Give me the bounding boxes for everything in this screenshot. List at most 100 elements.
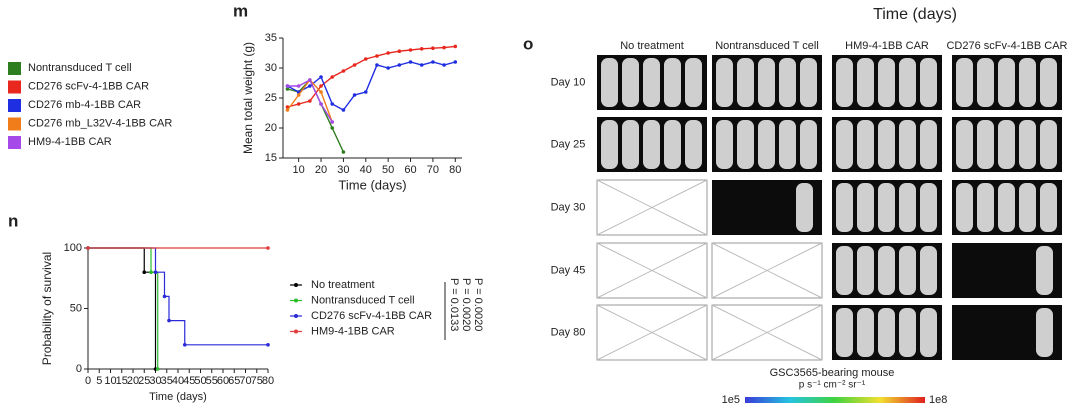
x-tick-label: 40 (360, 164, 372, 176)
mouse (836, 58, 853, 107)
data-point (431, 46, 435, 50)
mouse (899, 58, 916, 107)
x-tick-label: 80 (262, 375, 274, 387)
mouse (857, 183, 874, 232)
x-tick-label: 30 (149, 375, 161, 387)
data-point (442, 63, 446, 67)
x-tick-label: 40 (172, 375, 184, 387)
x-tick-label: 80 (449, 164, 461, 176)
mouse (1019, 183, 1036, 232)
data-point (330, 75, 335, 79)
legend-label: HM9-4-1BB CAR (28, 136, 112, 148)
x-tick-label: 75 (251, 375, 263, 387)
data-point (319, 84, 323, 88)
survival-line (88, 247, 268, 346)
mouse (643, 120, 660, 169)
mouse (878, 120, 895, 169)
mouse (899, 308, 916, 357)
legend-marker (294, 298, 298, 303)
x-tick-label: 45 (183, 375, 195, 387)
data-point (296, 93, 301, 97)
mouse (737, 120, 754, 169)
mouse (920, 120, 937, 169)
event-point (155, 367, 160, 371)
mouse (800, 120, 817, 169)
y-tick-label: 100 (64, 242, 82, 254)
cross (596, 304, 708, 361)
data-point (319, 102, 323, 106)
x-tick-label: 0 (85, 375, 91, 387)
x-tick-label: 20 (315, 164, 327, 176)
data-point (419, 63, 424, 67)
mouse (899, 183, 916, 232)
data-point (341, 108, 346, 112)
y-axis-label: Mean total weight (g) (241, 42, 255, 154)
mouse (664, 58, 681, 107)
data-point (341, 150, 346, 154)
legend-label: CD276 scFv-4-1BB CAR (311, 310, 432, 322)
mouse (998, 183, 1015, 232)
data-point (341, 69, 346, 73)
mouse (1019, 58, 1036, 107)
mouse (977, 183, 994, 232)
cross (596, 179, 708, 236)
mouse (601, 58, 618, 107)
legend-swatch (8, 99, 21, 112)
row-label: Day 25 (551, 138, 586, 150)
legend-label: HM9-4-1BB CAR (311, 325, 395, 337)
mouse (601, 120, 618, 169)
x-tick-label: 70 (427, 164, 439, 176)
x-tick-label: 5 (96, 375, 102, 387)
row-label: Day 80 (551, 326, 586, 338)
data-point (319, 90, 323, 94)
mouse (878, 58, 895, 107)
legend-label: Nontransduced T cell (311, 294, 415, 306)
column-header: CD276 scFv-4-1BB CAR (946, 40, 1067, 52)
mouse (643, 58, 660, 107)
y-tick-label: 15 (265, 152, 277, 164)
mouse (758, 58, 775, 107)
p-value: P = 0.0020 (460, 278, 472, 331)
legend-label: CD276 scFv-4-1BB CAR (28, 80, 149, 92)
x-tick-label: 35 (161, 375, 173, 387)
event-point (162, 294, 167, 299)
mouse (956, 58, 973, 107)
x-tick-label: 60 (217, 375, 229, 387)
mouse (1036, 308, 1053, 357)
legend-label: CD276 mb-4-1BB CAR (28, 99, 141, 111)
colorbar (745, 397, 925, 403)
mouse (836, 246, 853, 295)
unit: p s⁻¹ cm⁻² sr⁻¹ (799, 380, 866, 391)
panel-label: m (233, 1, 248, 20)
data-point (431, 60, 435, 64)
data-point (375, 63, 379, 67)
event-point (153, 270, 158, 275)
data-point (419, 47, 424, 51)
data-point (296, 84, 301, 88)
mouse (899, 246, 916, 295)
mouse (796, 183, 813, 232)
cross (711, 242, 823, 299)
x-tick-label: 10 (293, 164, 305, 176)
data-point (453, 44, 458, 49)
x-tick-label: 50 (382, 164, 394, 176)
data-point (363, 57, 368, 61)
event-point (266, 246, 270, 250)
legend-label: CD276 mb_L32V-4-1BB CAR (28, 117, 172, 129)
mouse (878, 308, 895, 357)
legend-marker (294, 283, 298, 287)
event-point (86, 246, 90, 250)
data-point (408, 48, 413, 52)
scale-max: 1e8 (929, 394, 947, 406)
mouse (956, 183, 973, 232)
mouse (1040, 183, 1057, 232)
legend-label: Nontransduced T cell (28, 62, 132, 74)
mouse (622, 120, 639, 169)
mouse (998, 58, 1015, 107)
data-point (352, 93, 357, 97)
row-label: Day 45 (551, 264, 586, 276)
mouse (716, 120, 733, 169)
mouse (836, 183, 853, 232)
mouse (899, 120, 916, 169)
